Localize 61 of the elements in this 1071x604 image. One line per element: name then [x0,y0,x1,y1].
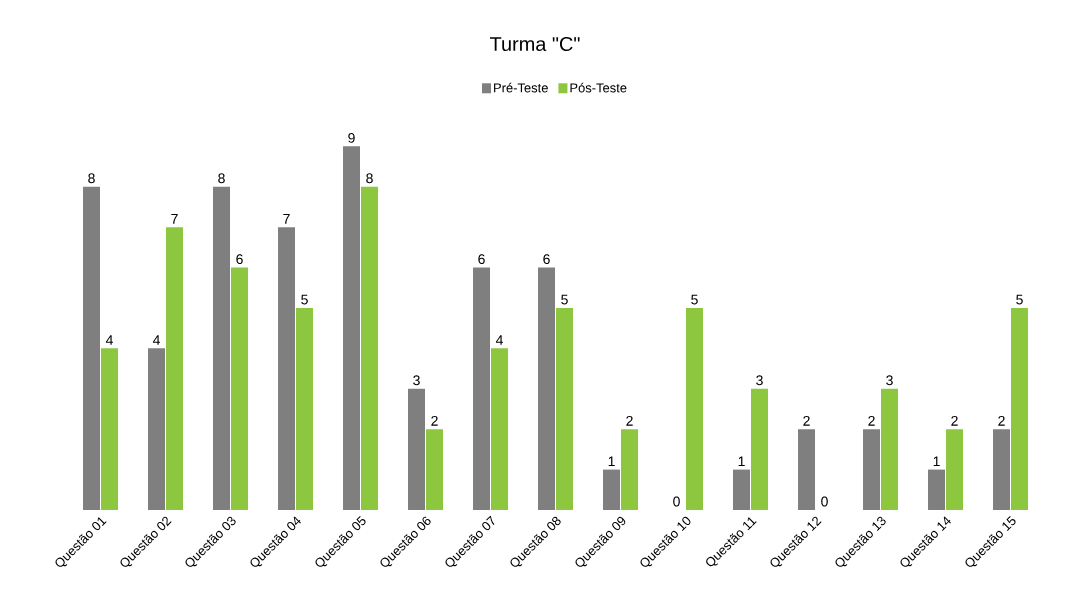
data-label: 2 [868,415,875,426]
bar [993,429,1011,510]
data-label: 4 [152,335,160,345]
bar [556,307,574,510]
bar [928,469,946,510]
data-label: 2 [951,415,958,426]
data-label: 9 [348,132,355,143]
bar [361,186,379,510]
data-label: 6 [478,254,485,265]
data-label: 0 [673,496,680,507]
data-label: 2 [803,415,810,426]
data-label: 2 [431,415,438,426]
bar [863,429,881,510]
data-label: 7 [283,214,290,224]
bar [881,388,899,510]
data-label: 3 [756,375,763,386]
legend-label: Pré-Teste [494,82,548,93]
bar [101,348,119,510]
bar [166,227,184,510]
bar [538,267,556,510]
data-label: 1 [608,456,615,467]
data-label: 6 [543,254,550,265]
data-label: 2 [998,415,1005,426]
bar [278,227,296,510]
bar [603,469,621,510]
bar [798,429,816,510]
bar [231,267,249,510]
chart-title: Turma "C" [490,36,580,52]
data-label: 3 [413,375,420,386]
bar [946,429,964,510]
bar [426,429,444,510]
data-label: 5 [691,294,698,305]
data-label: 4 [105,335,113,345]
bar [408,388,426,510]
data-label: 4 [495,335,503,345]
bar [148,348,166,510]
data-label: 5 [1016,294,1023,305]
data-label: 8 [88,173,95,184]
bar [1011,307,1029,510]
data-label: 3 [886,375,893,386]
bar [491,348,509,510]
bar [83,186,101,510]
bar [473,267,491,510]
data-label: 0 [821,496,828,507]
bar [686,307,704,510]
data-label: 8 [218,173,225,184]
data-label: 5 [561,294,568,305]
data-label: 1 [738,456,745,467]
bar [343,146,361,510]
bar [751,388,769,510]
data-label: 1 [933,456,940,467]
data-label: 2 [626,415,633,426]
bar [733,469,751,510]
bar [213,186,231,510]
data-label: 8 [366,173,373,184]
data-label: 5 [301,294,308,305]
data-label: 7 [171,214,178,224]
legend-label: Pós-Teste [570,82,627,93]
bar [621,429,639,510]
bar [296,307,314,510]
data-label: 6 [236,254,243,265]
